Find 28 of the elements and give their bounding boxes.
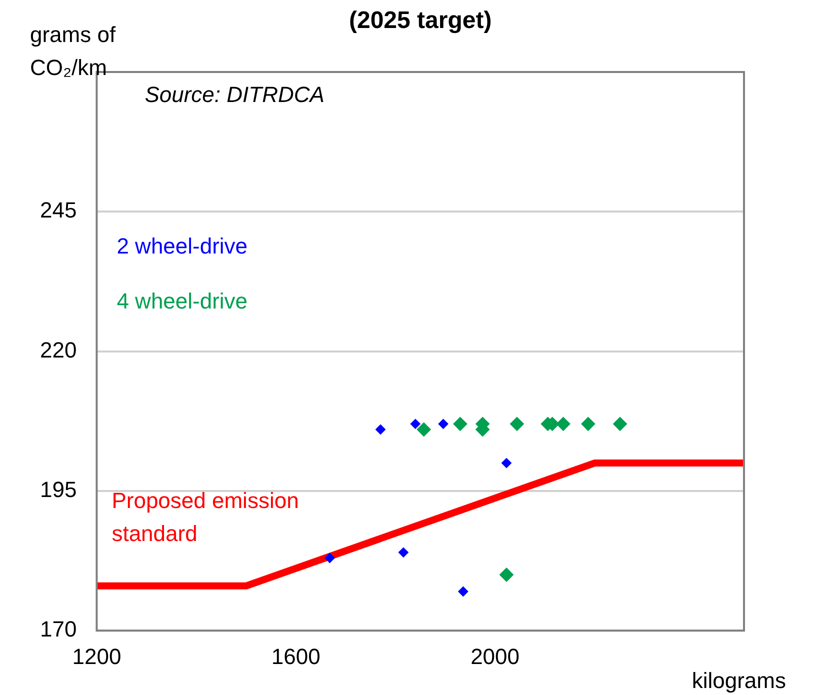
- point: [501, 458, 512, 468]
- chart-title: (2025 target): [348, 7, 492, 34]
- series-label: Proposed emission standard: [112, 488, 299, 546]
- point: [453, 416, 468, 431]
- y-tick-label: 220: [40, 337, 77, 362]
- annotation: Source: DITRDCA: [144, 82, 324, 107]
- y-tick-label: 170: [40, 616, 77, 642]
- x-axis-title: kilograms: [692, 668, 786, 693]
- point: [416, 422, 431, 437]
- point: [410, 418, 420, 429]
- x-tick-label: 1200: [72, 644, 122, 669]
- point: [510, 416, 524, 431]
- text: 2 wheel-drive: [116, 234, 248, 259]
- point: [581, 416, 596, 431]
- y-tick-label: 195: [40, 477, 77, 502]
- point: [324, 552, 335, 563]
- point: [398, 547, 408, 558]
- text: 4 wheel-drive: [116, 288, 248, 314]
- point: [376, 424, 386, 435]
- y-axis-title: grams of CO₂/km: [30, 22, 116, 80]
- x-tick-label: 2000: [470, 644, 520, 669]
- point: [556, 416, 570, 431]
- point: [613, 416, 628, 431]
- point: [438, 418, 448, 429]
- x-tick-label: 1600: [271, 644, 320, 669]
- y-tick-label: 245: [40, 198, 77, 223]
- point: [499, 568, 514, 582]
- point: [458, 586, 468, 596]
